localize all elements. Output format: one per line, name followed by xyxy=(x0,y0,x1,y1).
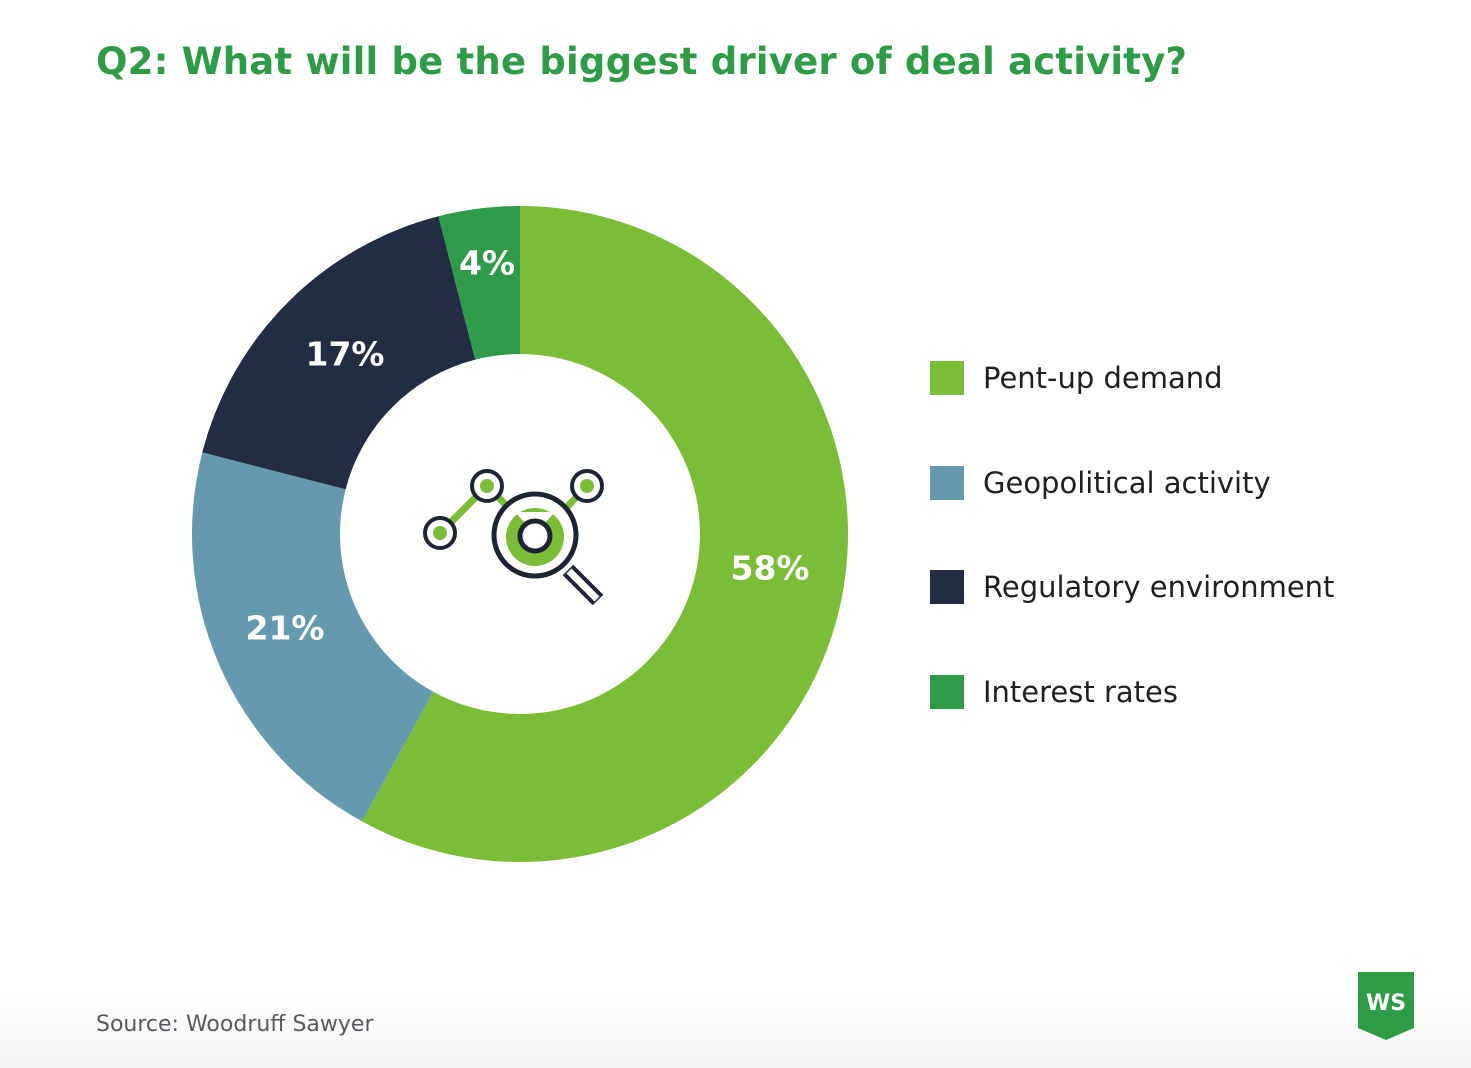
legend-item-interest-rates: Interest rates xyxy=(930,670,1334,714)
magnifier-network-icon xyxy=(423,469,604,606)
source-note: Source: Woodruff Sawyer xyxy=(96,1012,374,1037)
legend-swatch-regulatory-environment xyxy=(930,570,964,604)
chart-legend: Pent-up demand Geopolitical activity Reg… xyxy=(930,356,1334,774)
donut-slice-labels: 58% 21% 17% 4% xyxy=(246,244,810,648)
legend-swatch-interest-rates xyxy=(930,674,964,709)
donut-slice-regulatory-environment xyxy=(202,216,476,490)
data-label-geopolitical-activity: 21% xyxy=(246,609,325,648)
data-label-interest-rates: 4% xyxy=(459,244,515,283)
data-label-pent-up-demand: 58% xyxy=(731,549,810,588)
legend-label-geopolitical-activity: Geopolitical activity xyxy=(983,465,1271,500)
ws-logo-text: WS xyxy=(1366,991,1406,1016)
legend-item-pent-up-demand: Pent-up demand xyxy=(930,356,1334,400)
legend-label-pent-up-demand: Pent-up demand xyxy=(983,361,1223,395)
donut-slice-geopolitical-activity xyxy=(191,452,434,822)
donut-slice-pent-up-demand xyxy=(361,206,848,862)
chart-title: Q2: What will be the biggest driver of d… xyxy=(96,40,1188,83)
legend-swatch-pent-up-demand xyxy=(930,361,964,395)
legend-item-geopolitical-activity: Geopolitical activity xyxy=(930,461,1334,505)
legend-item-regulatory-environment: Regulatory environment xyxy=(930,565,1334,609)
ws-logo: WS xyxy=(1358,972,1414,1040)
legend-label-interest-rates: Interest rates xyxy=(983,674,1178,709)
data-label-regulatory-environment: 17% xyxy=(306,335,385,374)
legend-swatch-geopolitical-activity xyxy=(930,465,964,500)
donut-slices xyxy=(191,206,848,862)
donut-slice-interest-rates xyxy=(438,206,520,360)
legend-label-regulatory-environment: Regulatory environment xyxy=(983,570,1335,604)
